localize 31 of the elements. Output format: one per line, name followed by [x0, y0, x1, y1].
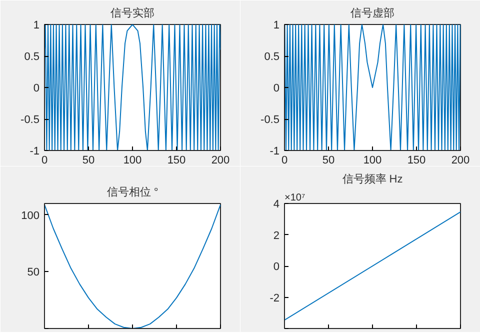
- y-tick-label: 0: [33, 82, 40, 94]
- y-tick-label: -1: [30, 146, 40, 158]
- y-tick-label: -1: [270, 146, 280, 158]
- y-tick-label: 100: [21, 210, 40, 222]
- y-tick-label: 1: [273, 20, 280, 32]
- x-tick-label: 100: [123, 154, 142, 166]
- y-tick-label: 2: [273, 230, 280, 242]
- y-tick-label: 1: [33, 20, 40, 32]
- x-tick-label: 0: [41, 154, 48, 166]
- y-tick-label: 0: [273, 261, 280, 273]
- y-tick-label: 50: [27, 266, 40, 279]
- y-tick-label: 4: [273, 198, 280, 210]
- chart-title: 信号相位 °: [106, 186, 158, 198]
- chart-title: 信号频率 Hz: [342, 172, 403, 186]
- y-tick-label: -0.5: [260, 114, 280, 126]
- y-tick-label: 0: [273, 82, 280, 94]
- x-tick-label: 150: [407, 154, 426, 166]
- x-tick-label: 150: [167, 154, 186, 166]
- x-tick-label: 50: [322, 154, 335, 166]
- x-tick-label: 50: [82, 154, 95, 166]
- x-tick-label: 200: [451, 154, 470, 166]
- annotation: ×10⁷: [284, 192, 306, 204]
- y-tick-label: 0.5: [24, 51, 40, 63]
- y-tick-label: -0.5: [20, 114, 40, 126]
- x-tick-label: 200: [211, 154, 230, 166]
- x-tick-label: 100: [363, 154, 382, 166]
- chart-title: 信号实部: [110, 6, 154, 20]
- chart-title: 信号虚部: [350, 6, 394, 20]
- x-tick-label: 0: [281, 154, 288, 166]
- y-tick-label: 0.5: [264, 51, 280, 63]
- y-tick-label: -2: [270, 292, 280, 304]
